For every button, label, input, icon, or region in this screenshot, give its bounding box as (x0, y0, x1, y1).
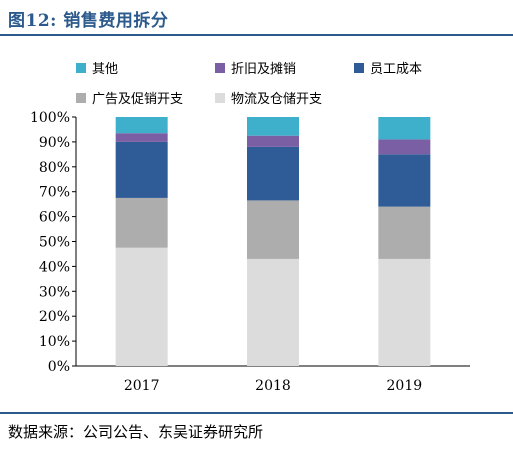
legend-label-other: 其他 (92, 62, 119, 77)
figure-title: 图12: 销售费用拆分 (8, 11, 169, 31)
legend-swatch-logistics (215, 92, 225, 103)
legend-label-staff-cost: 员工成本 (370, 62, 423, 77)
legend-swatch-depreciation (215, 62, 225, 73)
x-tick-label: 2019 (387, 378, 423, 394)
legend-item-advertising: 广告及促销开支 (76, 88, 183, 107)
bar-segment (378, 154, 431, 207)
bar-segment (115, 117, 168, 134)
legend-swatch-advertising (76, 92, 86, 103)
y-tick-label: 70% (39, 185, 70, 201)
legend-label-logistics: 物流及仓储开支 (231, 92, 323, 107)
y-tick-label: 0% (48, 359, 70, 375)
legend-swatch-other (76, 62, 86, 73)
footer-divider (0, 412, 513, 414)
legend-item-staff-cost: 员工成本 (354, 58, 422, 77)
bar-segment (247, 200, 299, 259)
y-tick-label: 40% (39, 259, 70, 275)
bar-segment (115, 197, 168, 248)
x-tick-label: 2018 (255, 378, 291, 394)
bar-segment (378, 139, 431, 155)
legend-item-other: 其他 (76, 58, 118, 77)
y-tick-label: 30% (39, 284, 70, 300)
bar-segment (115, 133, 168, 142)
legend-label-advertising: 广告及促销开支 (92, 92, 184, 107)
bar-segment (115, 141, 168, 198)
bar-segment (247, 146, 299, 201)
data-source-note: 数据来源：公司公告、东吴证券研究所 (8, 423, 264, 441)
y-tick-label: 20% (39, 309, 70, 325)
y-tick-label: 60% (39, 210, 70, 226)
legend-item-logistics: 物流及仓储开支 (215, 88, 322, 107)
y-tick-label: 80% (39, 160, 70, 176)
bar-segment (378, 117, 431, 140)
legend-item-depreciation: 折旧及摊销 (215, 58, 296, 77)
y-tick-label: 100% (30, 110, 70, 126)
bar-segment (247, 258, 299, 366)
bar-segment (115, 247, 168, 366)
x-tick-label: 2017 (124, 378, 160, 394)
y-tick-label: 10% (39, 334, 70, 350)
bar-segment (378, 258, 431, 366)
bar-segment (378, 206, 431, 259)
title-divider (0, 34, 513, 36)
bar-segment (247, 135, 299, 147)
y-tick-label: 50% (39, 235, 70, 251)
bar-segment (247, 117, 299, 136)
legend-label-depreciation: 折旧及摊销 (231, 62, 297, 77)
y-tick-label: 90% (39, 135, 70, 151)
legend-swatch-staff-cost (354, 62, 364, 73)
